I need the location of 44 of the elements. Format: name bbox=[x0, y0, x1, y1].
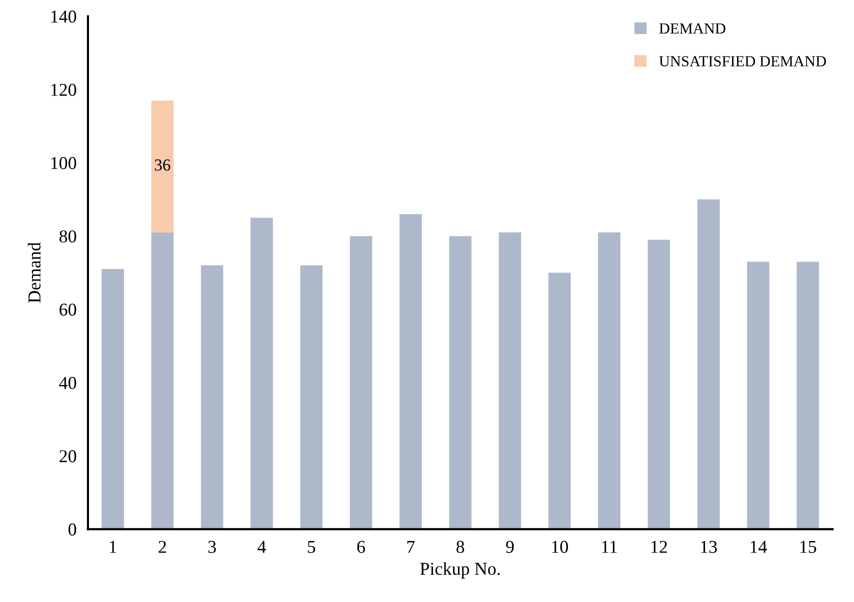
x-tick-label: 11 bbox=[602, 540, 617, 553]
x-tick-label: 8 bbox=[456, 540, 464, 553]
y-tick-label: 20 bbox=[60, 450, 76, 462]
x-axis-title: Pickup No. bbox=[420, 562, 500, 579]
y-tick-label: 120 bbox=[51, 84, 76, 96]
bar bbox=[102, 269, 124, 530]
bar bbox=[399, 214, 422, 530]
bar bbox=[747, 262, 770, 530]
y-axis-title: Demand bbox=[28, 242, 41, 303]
bar bbox=[300, 265, 323, 530]
x-tick-label: 1 bbox=[110, 540, 116, 553]
x-tick-label: 9 bbox=[506, 540, 514, 553]
x-tick-label: 12 bbox=[651, 540, 667, 553]
y-tick-label: 80 bbox=[59, 230, 76, 243]
y-tick-label: 40 bbox=[59, 376, 76, 390]
x-tick-label: 6 bbox=[357, 540, 365, 553]
bar bbox=[350, 236, 372, 530]
bar bbox=[796, 262, 819, 530]
x-tick-label: 5 bbox=[308, 540, 316, 553]
bar bbox=[548, 272, 571, 530]
bar bbox=[498, 232, 522, 530]
y-tick-label: 100 bbox=[51, 157, 76, 170]
x-tick-label: 7 bbox=[407, 540, 415, 553]
data-label: 36 bbox=[154, 159, 170, 171]
y-tick-label: 60 bbox=[60, 304, 76, 316]
bar bbox=[250, 218, 273, 530]
bar bbox=[697, 199, 720, 530]
x-tick-label: 15 bbox=[800, 540, 816, 553]
x-tick-label: 10 bbox=[552, 540, 568, 553]
x-tick-label: 14 bbox=[750, 540, 767, 553]
legend-label: UNSATISFIED DEMAND bbox=[659, 56, 826, 66]
y-tick-label: 0 bbox=[68, 523, 76, 536]
x-tick-label: 4 bbox=[258, 540, 266, 553]
legend-label: DEMAND bbox=[659, 23, 726, 34]
x-tick-label: 13 bbox=[701, 540, 717, 553]
bar bbox=[151, 232, 174, 530]
x-tick-label: 2 bbox=[158, 540, 166, 553]
bar bbox=[200, 265, 224, 530]
bar bbox=[598, 232, 620, 530]
y-tick-label: 140 bbox=[51, 10, 76, 23]
x-tick-label: 3 bbox=[208, 540, 216, 553]
bar bbox=[449, 236, 472, 530]
bar bbox=[648, 240, 670, 530]
bar bbox=[151, 100, 174, 232]
